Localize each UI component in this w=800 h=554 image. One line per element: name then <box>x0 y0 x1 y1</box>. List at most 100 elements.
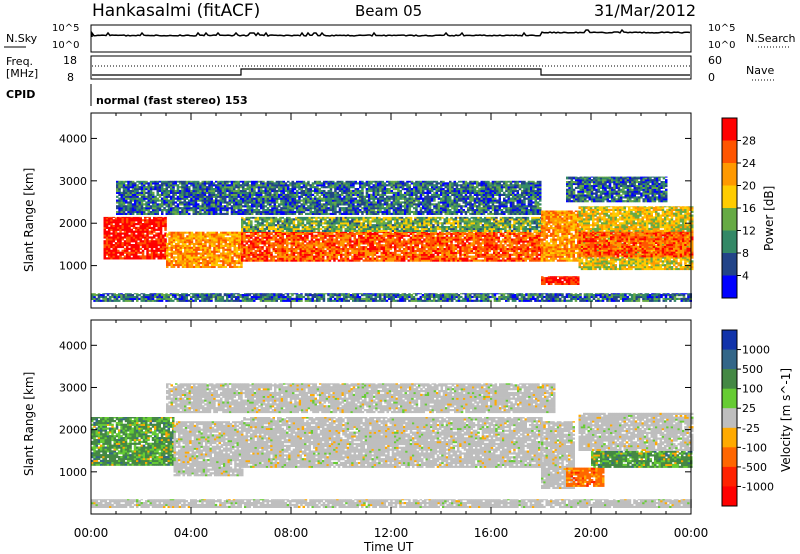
data-cell <box>533 248 536 251</box>
data-cell <box>152 201 155 204</box>
data-cell <box>135 245 138 249</box>
data-cell <box>355 229 359 232</box>
data-cell <box>154 180 157 183</box>
data-cell <box>376 246 379 249</box>
data-cell <box>472 244 476 247</box>
data-cell <box>387 257 390 260</box>
data-cell <box>306 222 309 225</box>
data-cell <box>125 205 128 208</box>
data-cell <box>495 242 498 245</box>
data-cell <box>190 180 193 183</box>
data-cell <box>520 251 523 254</box>
data-cell <box>122 212 126 215</box>
data-cell <box>250 248 253 251</box>
data-cell <box>159 230 163 233</box>
data-cell <box>319 216 323 219</box>
data-cell <box>139 257 142 260</box>
data-cell <box>250 242 253 245</box>
data-cell <box>432 226 435 229</box>
data-cell <box>355 255 359 258</box>
data-cell <box>358 244 361 247</box>
data-cell <box>394 248 397 251</box>
data-cell <box>147 193 150 196</box>
data-cell <box>324 244 327 247</box>
data-cell <box>238 237 241 240</box>
data-cell <box>333 240 336 243</box>
data-cell <box>391 227 395 231</box>
data-cell <box>201 205 204 208</box>
data-cell <box>322 257 325 260</box>
data-cell <box>148 224 151 228</box>
data-cell <box>235 189 238 193</box>
data-cell <box>145 182 148 185</box>
data-cell <box>342 253 345 256</box>
data-cell <box>414 227 417 231</box>
data-cell <box>504 255 507 258</box>
data-cell <box>208 188 211 191</box>
data-cell <box>351 259 354 262</box>
data-cell <box>208 239 212 242</box>
data-cell <box>283 246 287 249</box>
data-cell <box>203 182 207 185</box>
data-cell <box>526 249 530 253</box>
data-cell <box>412 232 415 235</box>
data-cell <box>208 207 211 210</box>
data-cell <box>394 242 397 245</box>
data-cell <box>499 242 503 245</box>
data-cell <box>301 248 305 251</box>
data-cell <box>233 246 236 249</box>
data-cell <box>326 220 329 223</box>
data-cell <box>439 259 442 262</box>
data-cell <box>256 238 260 241</box>
data-cell <box>250 231 253 234</box>
data-cell <box>443 244 447 247</box>
data-cell <box>286 238 289 241</box>
data-cell <box>116 199 119 202</box>
data-cell <box>103 236 106 239</box>
data-cell <box>457 240 460 243</box>
data-cell <box>538 234 541 237</box>
data-cell <box>157 234 160 237</box>
data-cell <box>274 218 278 221</box>
data-cell <box>279 257 282 260</box>
data-cell <box>459 236 462 239</box>
data-cell <box>188 233 191 236</box>
data-cell <box>389 234 392 237</box>
data-cell <box>233 260 236 263</box>
data-cell <box>208 250 212 253</box>
data-cell <box>351 232 354 235</box>
data-cell <box>461 218 465 221</box>
data-cell <box>351 224 354 227</box>
data-cell <box>149 193 153 196</box>
data-cell <box>222 237 225 240</box>
data-cell <box>134 186 137 189</box>
data-cell <box>114 253 118 256</box>
data-cell <box>349 232 352 235</box>
data-cell <box>322 255 325 258</box>
data-cell <box>515 226 518 229</box>
data-cell <box>310 224 314 227</box>
data-cell <box>283 220 287 223</box>
data-cell <box>380 218 383 221</box>
data-cell <box>114 226 118 229</box>
data-cell <box>396 224 399 227</box>
data-cell <box>407 238 410 241</box>
data-cell <box>502 224 505 227</box>
data-cell <box>185 209 189 212</box>
data-cell <box>263 220 267 223</box>
data-cell <box>371 238 375 241</box>
data-cell <box>256 218 260 221</box>
data-cell <box>466 253 469 256</box>
data-cell <box>376 236 379 239</box>
data-cell <box>242 182 245 185</box>
data-cell <box>463 222 467 225</box>
data-cell <box>268 224 271 227</box>
data-cell <box>150 236 154 239</box>
data-cell <box>349 222 352 225</box>
data-cell <box>378 229 381 232</box>
data-cell <box>472 222 476 225</box>
data-cell <box>423 246 426 249</box>
data-cell <box>457 246 460 249</box>
data-cell <box>144 247 147 250</box>
